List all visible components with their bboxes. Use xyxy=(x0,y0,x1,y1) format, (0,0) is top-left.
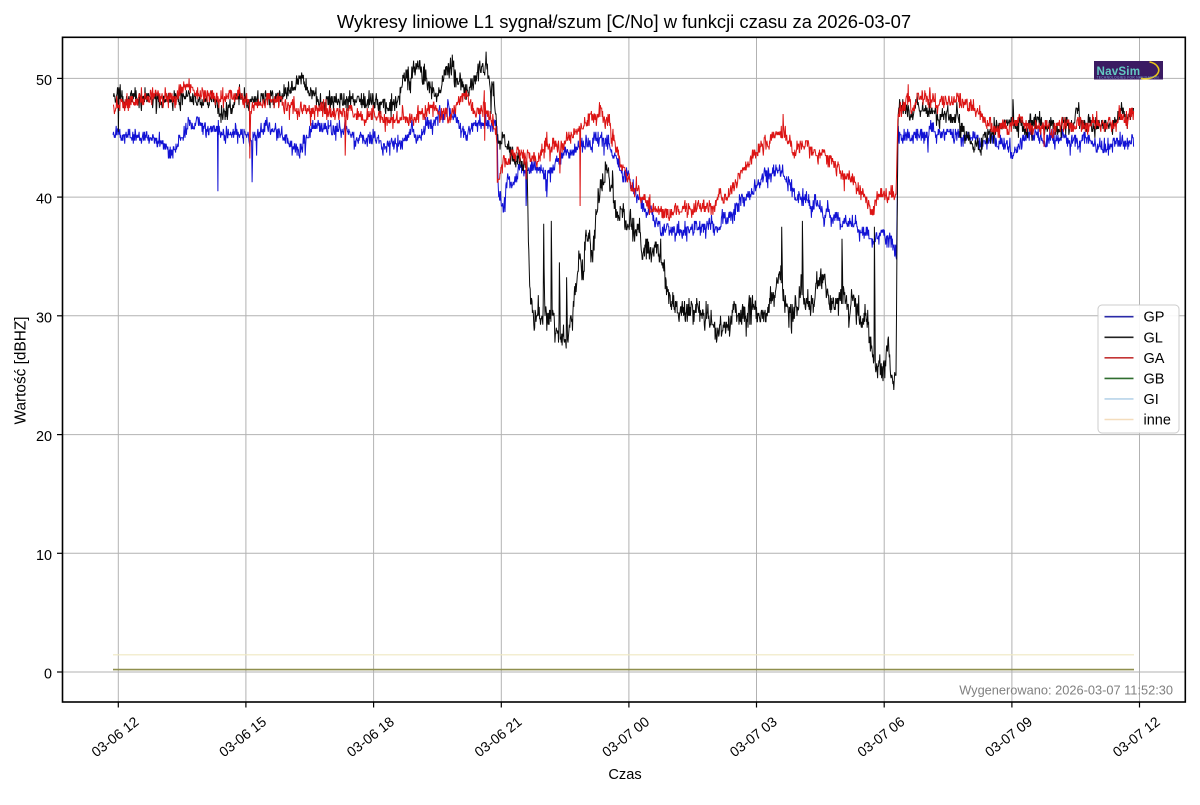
svg-text:TECHNOLOGIES FOR NAVIGATION: TECHNOLOGIES FOR NAVIGATION xyxy=(1097,76,1160,80)
svg-text:30: 30 xyxy=(36,310,52,326)
svg-text:NavSim: NavSim xyxy=(1097,65,1141,78)
svg-text:40: 40 xyxy=(36,192,52,208)
svg-text:0: 0 xyxy=(44,667,52,683)
svg-text:Wartość [dBHZ]: Wartość [dBHZ] xyxy=(13,316,30,424)
svg-text:Wygenerowano: 2026-03-07 11:52: Wygenerowano: 2026-03-07 11:52:30 xyxy=(959,683,1173,698)
svg-text:GA: GA xyxy=(1144,351,1165,367)
svg-text:GL: GL xyxy=(1144,330,1163,346)
svg-text:Czas: Czas xyxy=(608,767,641,783)
svg-text:10: 10 xyxy=(36,548,52,564)
svg-text:GP: GP xyxy=(1144,310,1165,326)
svg-text:20: 20 xyxy=(36,429,52,445)
svg-text:50: 50 xyxy=(36,73,52,89)
svg-text:inne: inne xyxy=(1144,413,1171,429)
svg-text:Wykresy liniowe L1 sygnał/szum: Wykresy liniowe L1 sygnał/szum [C/No] w … xyxy=(337,11,911,32)
svg-text:GB: GB xyxy=(1144,371,1165,387)
svg-text:GI: GI xyxy=(1144,392,1159,408)
